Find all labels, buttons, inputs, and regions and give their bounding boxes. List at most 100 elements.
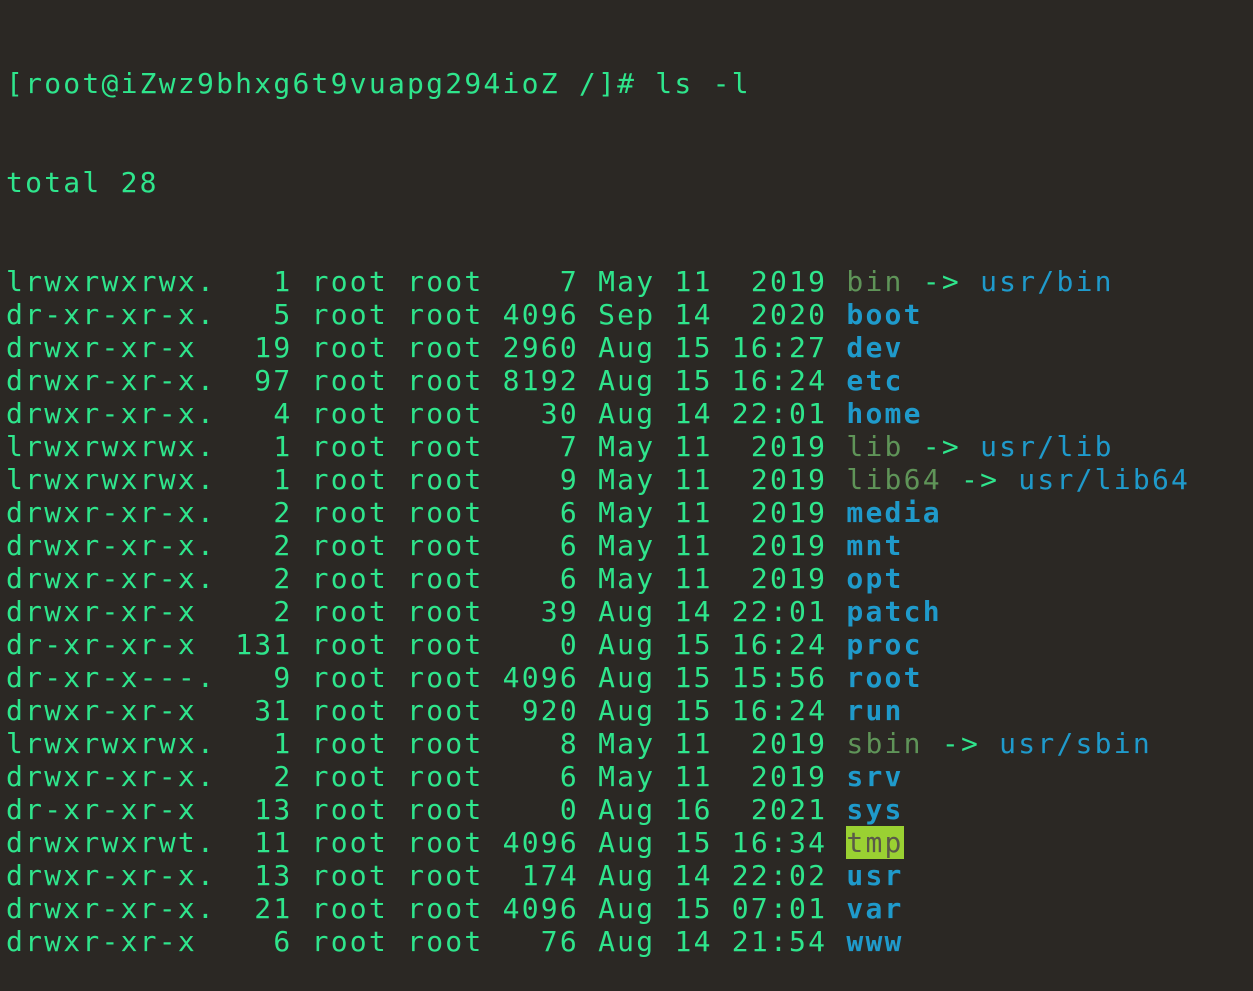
entry-links: 4: [273, 397, 293, 430]
entry-day: 14: [674, 298, 713, 331]
entry-month: Aug: [598, 661, 656, 694]
entry-time: 15:56: [731, 661, 828, 694]
entry-size: 6: [559, 496, 579, 529]
entry-size: 6: [559, 529, 579, 562]
entry-links: 2: [273, 760, 293, 793]
entry-links: 1: [273, 265, 293, 298]
entry-day: 16: [674, 793, 713, 826]
listing: lrwxrwxrwx. 1 root root 7 May 11 2019 bin -> usr…: [6, 265, 1190, 958]
entry-name: media: [846, 496, 942, 529]
entry-month: May: [598, 430, 656, 463]
list-item: lrwxrwxrwx. 1 root root 8 May 11 2019 sbin -> us…: [6, 727, 1190, 760]
entry-perms: drwxr-xr-x.: [6, 859, 217, 892]
list-item: drwxrwxrwt. 11 root root 4096 Aug 15 16:34 tmp: [6, 826, 1190, 859]
symlink-arrow: ->: [922, 265, 961, 298]
entry-links: 131: [235, 628, 293, 661]
entry-month: Aug: [598, 364, 656, 397]
entry-size: 6: [559, 562, 579, 595]
entry-size: 8: [559, 727, 579, 760]
entry-name: srv: [846, 760, 904, 793]
list-item: drwxr-xr-x 6 root root 76 Aug 14 21:54 www: [6, 925, 1190, 958]
entry-day: 15: [674, 628, 713, 661]
entry-month: Sep: [598, 298, 656, 331]
entry-month: Aug: [598, 859, 656, 892]
entry-day: 11: [674, 562, 713, 595]
entry-group: root: [407, 364, 484, 397]
entry-name: www: [846, 925, 904, 958]
entry-month: Aug: [598, 628, 656, 661]
entry-perms: drwxr-xr-x: [6, 925, 197, 958]
entry-day: 14: [674, 595, 713, 628]
entry-perms: drwxr-xr-x: [6, 595, 197, 628]
entry-owner: root: [311, 694, 388, 727]
entry-day: 15: [674, 661, 713, 694]
terminal-output[interactable]: [root@iZwz9bhxg6t9vuapg294ioZ /]# ls -l …: [6, 1, 1190, 991]
entry-size: 7: [559, 265, 579, 298]
entry-owner: root: [311, 628, 388, 661]
list-item: drwxr-xr-x. 4 root root 30 Aug 14 22:01 home: [6, 397, 1190, 430]
entry-time: 22:02: [731, 859, 828, 892]
list-item: drwxr-xr-x. 2 root root 6 May 11 2019 mnt: [6, 529, 1190, 562]
entry-group: root: [407, 265, 484, 298]
symlink-arrow: ->: [960, 463, 1000, 496]
entry-owner: root: [311, 859, 388, 892]
list-item: drwxr-xr-x. 97 root root 8192 Aug 15 16:24 etc: [6, 364, 1190, 397]
entry-day: 11: [674, 430, 713, 463]
entry-links: 13: [254, 793, 293, 826]
entry-time: 16:24: [731, 694, 828, 727]
list-item: drwxr-xr-x 2 root root 39 Aug 14 22:01 patch: [6, 595, 1190, 628]
list-item: dr-xr-xr-x 131 root root 0 Aug 15 16:24 proc: [6, 628, 1190, 661]
entry-day: 11: [674, 265, 713, 298]
entry-day: 14: [674, 859, 713, 892]
entry-links: 21: [254, 892, 293, 925]
entry-links: 13: [254, 859, 293, 892]
entry-owner: root: [311, 562, 388, 595]
entry-month: Aug: [598, 892, 656, 925]
entry-perms: drwxr-xr-x.: [6, 397, 217, 430]
command-prompt-line: [root@iZwz9bhxg6t9vuapg294ioZ /]# ls -l: [6, 67, 751, 100]
entry-name: lib64: [846, 463, 942, 496]
entry-links: 6: [273, 925, 293, 958]
entry-perms: drwxr-xr-x.: [6, 760, 217, 793]
entry-group: root: [407, 925, 484, 958]
entry-time: 07:01: [731, 892, 828, 925]
entry-size: 4096: [502, 826, 579, 859]
entry-day: 14: [674, 925, 713, 958]
entry-perms: drwxr-xr-x.: [6, 364, 217, 397]
entry-owner: root: [311, 595, 388, 628]
entry-time: 2019: [750, 529, 828, 562]
entry-links: 1: [273, 463, 293, 496]
entry-owner: root: [311, 496, 388, 529]
entry-day: 14: [674, 397, 713, 430]
entry-perms: dr-xr-xr-x: [6, 628, 197, 661]
entry-links: 97: [254, 364, 293, 397]
list-item: lrwxrwxrwx. 1 root root 7 May 11 2019 bin -> usr…: [6, 265, 1190, 298]
entry-size: 2960: [502, 331, 579, 364]
entry-owner: root: [311, 661, 388, 694]
entry-size: 4096: [502, 661, 579, 694]
total-line: total 28: [6, 166, 159, 199]
entry-month: Aug: [598, 925, 656, 958]
entry-time: 16:34: [731, 826, 828, 859]
symlink-arrow: ->: [941, 727, 981, 760]
entry-month: Aug: [598, 595, 656, 628]
entry-size: 76: [540, 925, 579, 958]
entry-size: 8192: [502, 364, 579, 397]
entry-owner: root: [311, 892, 388, 925]
entry-time: 16:27: [731, 331, 828, 364]
entry-perms: dr-xr-xr-x.: [6, 298, 217, 331]
entry-owner: root: [311, 463, 388, 496]
entry-time: 22:01: [731, 595, 828, 628]
entry-group: root: [407, 331, 484, 364]
entry-size: 0: [559, 793, 579, 826]
entry-name: tmp: [846, 826, 904, 859]
entry-month: May: [598, 562, 656, 595]
entry-owner: root: [311, 793, 388, 826]
entry-month: May: [598, 529, 656, 562]
entry-owner: root: [311, 364, 388, 397]
entry-links: 2: [273, 562, 293, 595]
entry-group: root: [407, 562, 484, 595]
entry-size: 30: [540, 397, 579, 430]
entry-day: 11: [674, 529, 713, 562]
entry-owner: root: [311, 826, 388, 859]
